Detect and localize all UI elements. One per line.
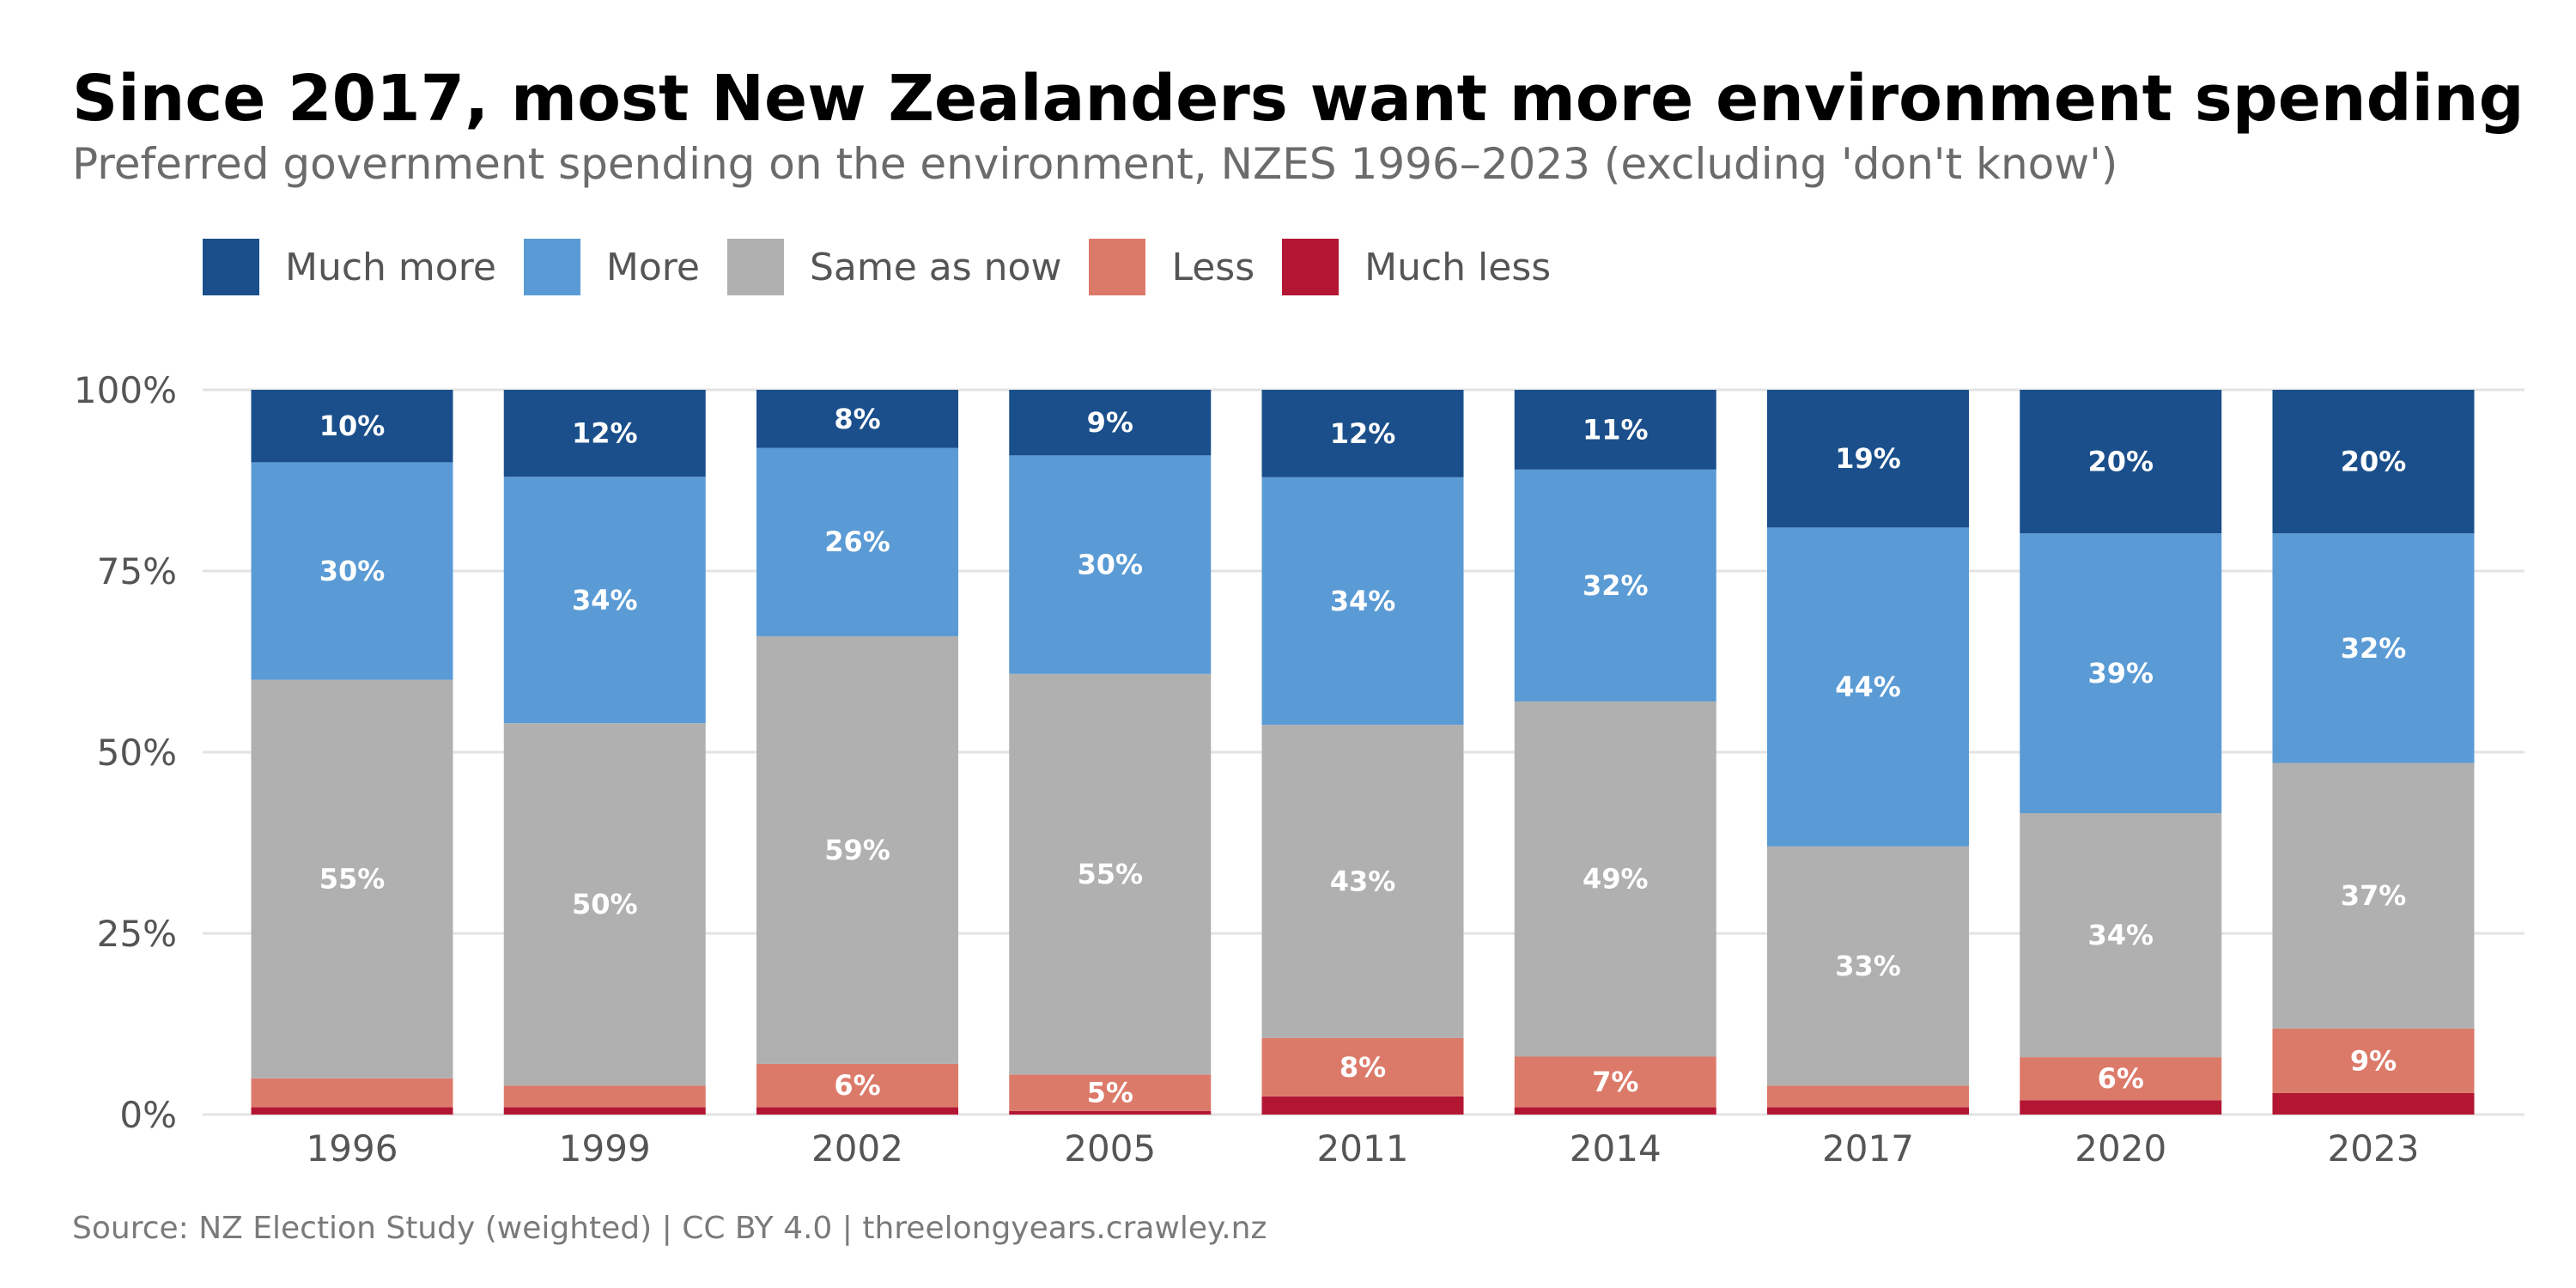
data-label: 37% [2341, 879, 2407, 912]
data-label: 8% [834, 403, 880, 435]
bar-segment [504, 1108, 706, 1115]
data-label: 26% [824, 526, 890, 558]
data-label: 12% [572, 417, 638, 450]
x-tick-label: 2005 [1064, 1127, 1156, 1170]
data-label: 59% [824, 834, 890, 866]
data-label: 10% [319, 410, 386, 442]
data-label: 34% [1330, 585, 1396, 617]
data-label: 19% [1835, 442, 1901, 475]
data-label: 7% [1592, 1066, 1638, 1098]
data-label: 50% [572, 888, 638, 920]
bar-segment [504, 1085, 706, 1107]
x-tick-label: 2002 [811, 1127, 903, 1170]
bar-segment [1262, 1097, 1464, 1115]
y-tick-label: 0% [119, 1094, 177, 1136]
bar-segment [1515, 1108, 1716, 1115]
bar-segment [252, 1078, 453, 1108]
y-tick-label: 100% [74, 369, 177, 411]
data-label: 55% [1077, 858, 1143, 890]
data-label: 12% [1330, 417, 1396, 450]
bar-segment [2020, 1100, 2221, 1115]
data-label: 20% [2087, 446, 2154, 478]
bar-segment [2273, 1093, 2475, 1115]
data-label: 32% [2341, 632, 2407, 665]
data-label: 32% [1583, 569, 1649, 602]
source-note: Source: NZ Election Study (weighted) | C… [72, 1211, 1267, 1246]
y-tick-label: 50% [97, 732, 177, 774]
data-label: 55% [319, 863, 386, 896]
data-label: 34% [572, 584, 638, 617]
data-label: 5% [1087, 1077, 1133, 1109]
data-label: 33% [1835, 950, 1901, 982]
data-label: 11% [1583, 413, 1649, 446]
data-label: 8% [1340, 1051, 1386, 1084]
data-label: 9% [2350, 1044, 2397, 1077]
bar-segment [1009, 1111, 1211, 1115]
bar-segment [756, 1108, 958, 1115]
bar-segment [1767, 1085, 1969, 1107]
data-label: 9% [1087, 406, 1133, 439]
data-label: 30% [1077, 549, 1143, 581]
x-tick-label: 2017 [1822, 1127, 1914, 1170]
x-tick-label: 1999 [559, 1127, 651, 1170]
data-label: 49% [1583, 863, 1649, 896]
data-label: 43% [1330, 866, 1396, 898]
bar-segment [252, 1108, 453, 1115]
bar-segment [1767, 1108, 1969, 1115]
x-tick-label: 1996 [307, 1127, 398, 1170]
y-tick-label: 75% [97, 550, 177, 592]
x-tick-label: 2011 [1317, 1127, 1409, 1170]
data-label: 44% [1835, 671, 1901, 703]
data-label: 20% [2341, 446, 2407, 478]
data-label: 34% [2087, 919, 2154, 951]
x-tick-label: 2023 [2328, 1127, 2420, 1170]
x-tick-label: 2020 [2075, 1127, 2166, 1170]
data-label: 39% [2087, 657, 2154, 690]
data-label: 30% [319, 555, 386, 587]
y-tick-label: 25% [97, 913, 177, 955]
x-tick-label: 2014 [1570, 1127, 1662, 1170]
data-label: 6% [2098, 1062, 2144, 1095]
data-label: 6% [834, 1069, 880, 1102]
